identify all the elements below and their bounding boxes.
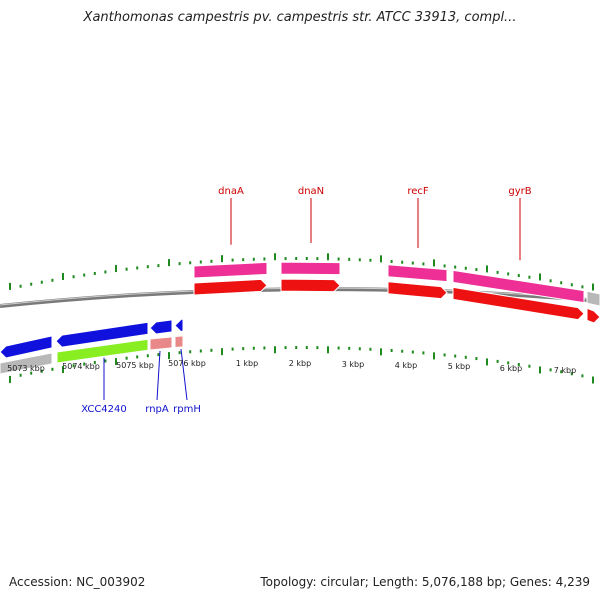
position-label: 6 kbp <box>500 364 522 373</box>
gene-label-dnaa[interactable]: dnaA <box>218 186 244 197</box>
gene-label-rpmh[interactable]: rpmH <box>173 404 201 415</box>
position-label: 7 kbp <box>554 366 576 375</box>
position-label: 5075 kbp <box>116 361 154 370</box>
position-label: 4 kbp <box>395 361 417 370</box>
reverse-cds-feature[interactable] <box>0 335 53 359</box>
gene-label-rnpa[interactable]: rnpA <box>145 404 169 415</box>
accession-label: Accession: NC_003902 <box>9 575 146 589</box>
position-label: 1 kbp <box>236 359 258 368</box>
forward-gene-feature[interactable] <box>387 264 448 283</box>
forward-gene-feature[interactable] <box>586 290 600 307</box>
reverse-gene-feature[interactable] <box>0 352 53 375</box>
forward-cds-feature[interactable] <box>452 286 585 321</box>
forward-gene-feature[interactable] <box>452 269 585 304</box>
forward-cds-feature[interactable] <box>280 278 341 293</box>
gene-label-dnan[interactable]: dnaN <box>298 186 324 197</box>
reverse-cds-feature[interactable] <box>149 319 173 335</box>
genome-title: Xanthomonas campestris pv. campestris st… <box>83 10 517 25</box>
rna-feature[interactable] <box>149 336 173 351</box>
rna-feature[interactable] <box>174 335 184 349</box>
gene-labels-bottom: XCC4240 rnpA rpmH <box>81 348 201 415</box>
forward-cds-feature[interactable] <box>193 278 268 296</box>
position-label: 3 kbp <box>342 360 364 369</box>
forward-cds-feature[interactable] <box>387 281 448 300</box>
position-label: 5074 kbp <box>62 362 100 371</box>
position-label: 2 kbp <box>289 359 311 368</box>
forward-gene-feature[interactable] <box>193 261 268 279</box>
gene-label-xcc4240[interactable]: XCC4240 <box>81 404 127 415</box>
reverse-cds-feature[interactable] <box>174 318 184 333</box>
forward-gene-feature[interactable] <box>280 261 341 276</box>
topology-info: Topology: circular; Length: 5,076,188 bp… <box>260 575 590 589</box>
position-label: 5076 kbp <box>168 359 206 368</box>
ticks-outer <box>9 253 594 291</box>
position-labels: 5073 kbp 5074 kbp 5075 kbp 5076 kbp 1 kbp 2 k… <box>7 359 576 375</box>
gene-leader-line <box>180 348 188 401</box>
position-label: 5073 kbp <box>7 364 45 373</box>
ticks-inner <box>9 346 594 384</box>
gene-labels-top: dnaA dnaN recF gyrB <box>218 186 532 261</box>
forward-cds-feature[interactable] <box>586 307 600 324</box>
position-label: 5 kbp <box>448 362 470 371</box>
gene-label-gyrb[interactable]: gyrB <box>508 186 531 197</box>
reverse-gene-feature[interactable] <box>56 338 149 364</box>
gene-leader-line <box>156 350 161 401</box>
gene-label-recf[interactable]: recF <box>407 186 429 197</box>
reverse-cds-feature[interactable] <box>55 321 149 348</box>
feature-track[interactable] <box>0 261 600 375</box>
